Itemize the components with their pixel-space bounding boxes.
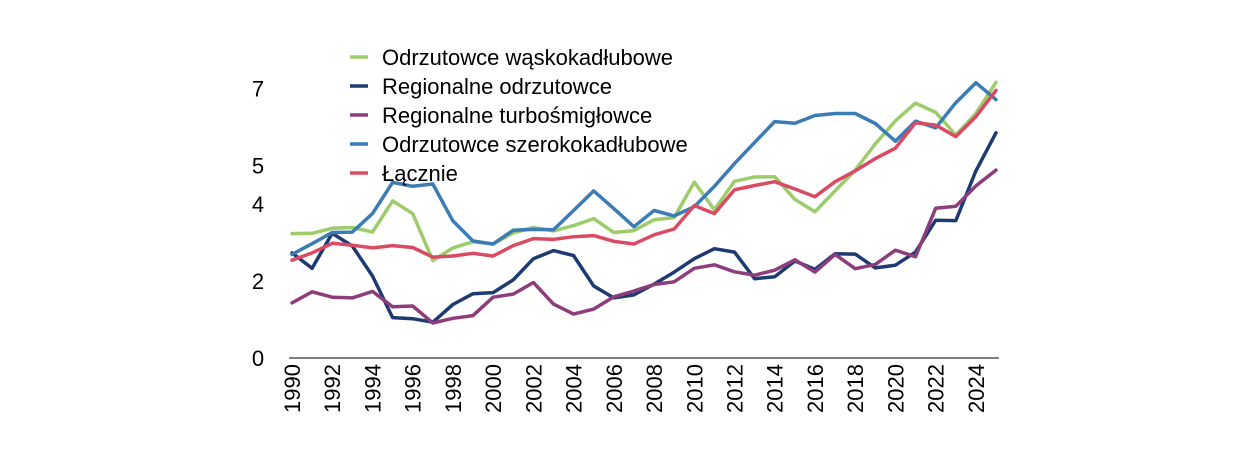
y-tick-label: 0 [252,346,264,371]
x-tick-label: 2006 [602,364,627,413]
x-tick-label: 2018 [843,364,868,413]
chart-legend: Odrzutowce wąskokadłubowe Regionalne odrz… [350,45,688,186]
x-tick-label: 1998 [441,364,466,413]
series-line-5 [290,88,998,262]
y-axis-tick-labels: 0 2 4 5 7 [252,77,264,372]
legend-label: Regionalne odrzutowce [382,74,612,99]
x-tick-label: 1990 [280,364,305,413]
x-tick-label: 1996 [401,364,426,413]
x-tick-label: 2004 [562,364,587,413]
x-tick-label: 2000 [481,364,506,413]
y-tick-label: 7 [252,77,264,102]
x-tick-label: 2020 [883,364,908,413]
x-tick-label: 2002 [521,364,546,413]
legend-label: Łącznie [382,161,458,186]
x-tick-label: 1994 [360,364,385,413]
x-tick-label: 1992 [320,364,345,413]
x-axis-tick-labels: 1990 1992 1994 1996 1998 2000 2002 2004 2006 2008… [280,364,989,413]
x-tick-label: 2016 [803,364,828,413]
series-line-4 [290,80,998,257]
x-tick-label: 2008 [642,364,667,413]
legend-label: Odrzutowce wąskokadłubowe [382,45,673,70]
y-tick-label: 5 [252,154,264,179]
legend-label: Regionalne turbośmigłowce [382,103,652,128]
x-tick-label: 2014 [763,364,788,413]
x-tick-label: 2024 [964,364,989,413]
y-tick-label: 4 [252,192,264,217]
series-line-1 [290,80,998,263]
x-tick-label: 2022 [924,364,949,413]
legend-label: Odrzutowce szerokokadłubowe [382,132,688,157]
y-tick-label: 2 [252,269,264,294]
series-lines [290,80,998,325]
series-line-3 [290,168,998,325]
x-tick-label: 2012 [723,364,748,413]
x-tick-label: 2010 [682,364,707,413]
